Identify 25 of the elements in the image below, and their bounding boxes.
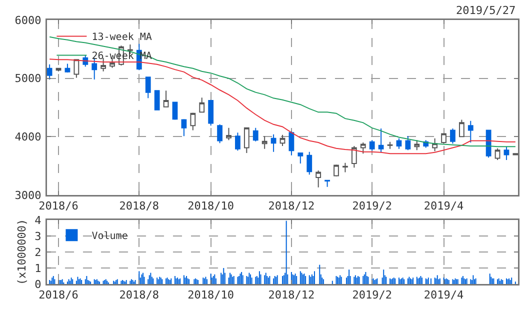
y-tick-label: 2 — [34, 246, 42, 259]
x-tick-label: 2019/4 — [424, 200, 464, 213]
legend-label: Volume — [92, 231, 128, 242]
y-tick-label: 3000 — [14, 188, 42, 202]
x-tick-label: 2018/10 — [188, 200, 234, 213]
y-tick-label: 1 — [34, 262, 42, 275]
y-tick-label: 5000 — [14, 72, 42, 86]
x-tick-label: 2018/12 — [268, 288, 315, 302]
x-tick-label: 2019/4 — [424, 288, 464, 302]
x-tick-label: 2019/2 — [352, 200, 392, 213]
x-tick-label: 2018/8 — [119, 288, 160, 302]
y-tick-label: 4 — [34, 214, 42, 227]
x-tick-label: 2018/6 — [38, 200, 78, 213]
x-tick-label: 2018/10 — [188, 288, 234, 302]
x-tick-label: 2018/12 — [268, 200, 315, 213]
x-tick-label: 2018/6 — [38, 288, 78, 302]
legend-label: 13-week MA — [92, 32, 152, 44]
y-tick-label: 6000 — [14, 14, 42, 27]
x-tick-label: 2018/8 — [119, 200, 160, 213]
y-tick-label: 4000 — [14, 130, 42, 144]
y-axis-title: (x1000000) — [16, 218, 29, 286]
chart-subtitle: 2019/5/27 — [456, 4, 516, 17]
y-tick-label: 0 — [34, 278, 42, 291]
y-tick-label: 3 — [34, 230, 42, 243]
x-tick-label: 2019/2 — [352, 288, 392, 302]
